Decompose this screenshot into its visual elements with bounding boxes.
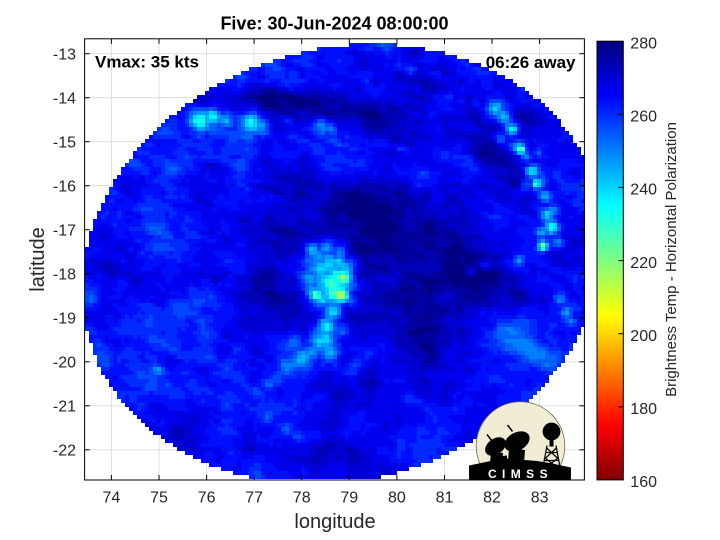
svg-text:280: 280 (630, 35, 657, 52)
svg-text:220: 220 (630, 255, 657, 272)
svg-text:-15: -15 (53, 135, 76, 152)
svg-text:82: 82 (483, 490, 501, 507)
svg-text:180: 180 (630, 401, 657, 418)
svg-text:-14: -14 (53, 91, 76, 108)
svg-text:260: 260 (630, 109, 657, 126)
svg-text:77: 77 (245, 490, 263, 507)
svg-text:83: 83 (531, 490, 549, 507)
svg-text:160: 160 (630, 474, 657, 491)
svg-text:80: 80 (388, 490, 406, 507)
svg-text:-19: -19 (53, 311, 76, 328)
svg-text:200: 200 (630, 328, 657, 345)
svg-text:06:26 away: 06:26 away (486, 53, 576, 72)
svg-text:240: 240 (630, 182, 657, 199)
svg-text:-16: -16 (53, 179, 76, 196)
svg-text:-22: -22 (53, 443, 76, 460)
svg-text:-20: -20 (53, 355, 76, 372)
svg-text:78: 78 (293, 490, 311, 507)
svg-text:latitude: latitude (27, 227, 49, 292)
svg-text:-18: -18 (53, 267, 76, 284)
svg-text:CIMSS: CIMSS (488, 467, 553, 481)
svg-text:-13: -13 (53, 47, 76, 64)
svg-text:longitude: longitude (294, 511, 375, 533)
svg-text:74: 74 (103, 490, 121, 507)
svg-text:-21: -21 (53, 399, 76, 416)
svg-text:Five: 30-Jun-2024 08:00:00: Five: 30-Jun-2024 08:00:00 (220, 13, 448, 33)
svg-text:81: 81 (436, 490, 454, 507)
svg-text:79: 79 (340, 490, 358, 507)
svg-text:75: 75 (150, 490, 168, 507)
svg-text:Brightness Temp - Horizontal P: Brightness Temp - Horizontal Polarizatio… (663, 122, 680, 397)
svg-text:76: 76 (198, 490, 216, 507)
svg-text:Vmax: 35 kts: Vmax: 35 kts (95, 53, 199, 72)
svg-text:-17: -17 (53, 223, 76, 240)
